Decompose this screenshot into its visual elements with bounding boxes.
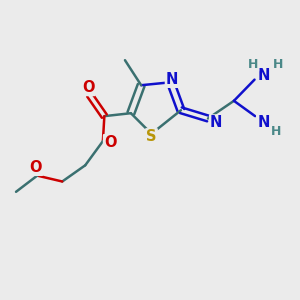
Text: N: N (166, 72, 178, 87)
Text: O: O (104, 135, 116, 150)
Text: N: N (258, 68, 270, 83)
Text: H: H (273, 58, 283, 71)
Text: O: O (82, 80, 94, 95)
Text: N: N (210, 116, 222, 130)
Text: S: S (146, 129, 157, 144)
Text: N: N (257, 115, 269, 130)
Text: H: H (248, 58, 258, 71)
Text: O: O (29, 160, 42, 175)
Text: H: H (271, 125, 281, 138)
